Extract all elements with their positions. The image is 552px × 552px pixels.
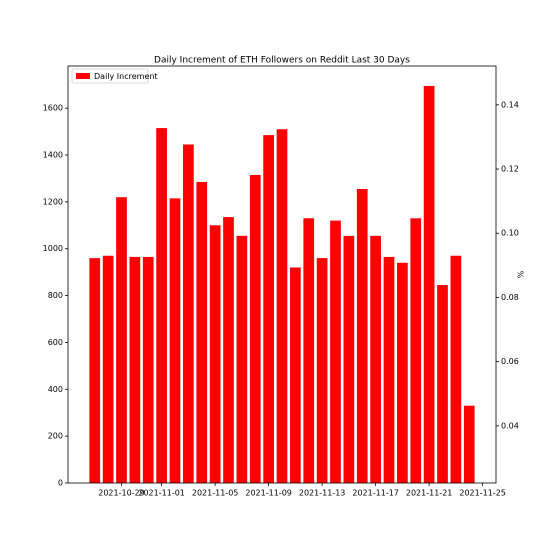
- legend-swatch: [76, 73, 90, 79]
- x-tick-label: 2021-11-09: [245, 489, 292, 498]
- y2-tick-label: 0.06: [501, 357, 519, 366]
- bar: [383, 256, 395, 483]
- bar: [437, 285, 448, 483]
- y-tick-label: 800: [48, 291, 63, 300]
- bar: [303, 218, 315, 484]
- plot-frame: [67, 65, 497, 484]
- bar: [397, 262, 408, 483]
- y2-tick-label: 0.08: [501, 293, 519, 302]
- y2-axis-label: %: [516, 271, 525, 279]
- bar: [102, 255, 114, 483]
- y-tick-label: 0: [58, 479, 63, 488]
- y2-tick-label: 0.14: [501, 100, 519, 109]
- chart-title: Daily Increment of ETH Followers on Redd…: [154, 56, 410, 66]
- bar: [316, 258, 328, 483]
- y2-tick-label: 0.04: [501, 421, 519, 430]
- bar: [370, 235, 381, 483]
- bar: [290, 267, 301, 483]
- x-tick-label: 2021-11-17: [352, 489, 399, 498]
- bar: [423, 85, 435, 484]
- y-tick-label: 1000: [43, 244, 63, 253]
- x-tick-label: 2021-10-29: [98, 489, 145, 498]
- x-tick-label: 2021-11-01: [138, 489, 185, 498]
- bar: [249, 174, 261, 483]
- y2-tick-label: 0.12: [501, 165, 519, 174]
- y-tick-label: 600: [48, 338, 63, 347]
- bar: [276, 129, 288, 483]
- bar: [463, 405, 475, 483]
- y-tick-label: 1400: [43, 151, 63, 160]
- bar: [209, 225, 221, 483]
- bar: [129, 256, 141, 483]
- bar: [236, 235, 248, 483]
- bar: [142, 256, 154, 483]
- y2-tick-label: 0.10: [501, 229, 519, 238]
- bar: [410, 218, 422, 484]
- x-tick-label: 2021-11-21: [406, 489, 453, 498]
- x-tick-label: 2021-11-05: [192, 489, 239, 498]
- x-tick-label: 2021-11-25: [459, 489, 506, 498]
- bar: [343, 235, 355, 483]
- legend-label: Daily Increment: [94, 72, 158, 81]
- bar: [330, 220, 341, 483]
- bar: [156, 128, 167, 483]
- bar: [116, 197, 127, 483]
- bar: [183, 144, 194, 483]
- bar: [450, 255, 462, 483]
- bar: [169, 198, 181, 483]
- bar: [356, 188, 368, 483]
- x-tick-label: 2021-11-13: [299, 489, 346, 498]
- legend-box: [71, 68, 149, 84]
- bar: [263, 135, 274, 483]
- bar: [89, 258, 101, 483]
- bar: [196, 181, 208, 483]
- y-tick-label: 1600: [43, 104, 63, 113]
- y-tick-label: 1200: [43, 197, 63, 206]
- bar: [223, 217, 234, 483]
- y-tick-label: 200: [48, 432, 63, 441]
- y-tick-label: 400: [48, 385, 63, 394]
